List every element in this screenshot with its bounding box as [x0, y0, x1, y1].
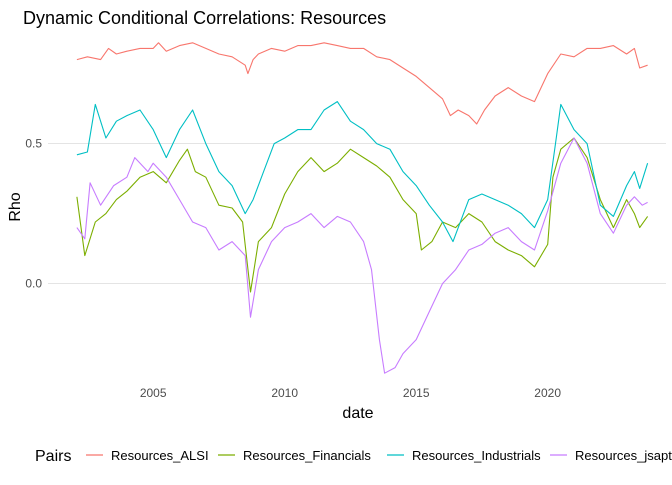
legend-title: Pairs	[35, 448, 71, 465]
axis-layer: 0.0 0.5 2005 2010 2015 2020	[25, 137, 561, 400]
series-line-resources-alsi	[76, 42, 648, 125]
x-tick-label: 2010	[271, 386, 298, 400]
x-tick-label: 2005	[140, 386, 167, 400]
y-axis-label: Rho	[7, 192, 24, 221]
y-tick-label: 0.5	[25, 137, 42, 151]
series-line-resources-industrials	[76, 101, 649, 243]
chart-title: Dynamic Conditional Correlations: Resour…	[23, 8, 386, 28]
grid-layer	[48, 143, 666, 285]
legend: Pairs Resources_ALSI Resources_Financials…	[35, 448, 672, 465]
series-layer	[76, 42, 649, 374]
series-line-resources-jsapty	[76, 137, 648, 374]
x-axis-label: date	[342, 405, 373, 422]
x-tick-label: 2015	[403, 386, 430, 400]
legend-label: Resources_Financials	[243, 448, 371, 463]
x-tick-label: 2020	[534, 386, 561, 400]
legend-label: Resources_jsapty	[575, 448, 672, 463]
legend-label: Resources_ALSI	[111, 448, 209, 463]
y-tick-label: 0.0	[25, 277, 42, 291]
series-line-resources-financials	[76, 137, 649, 293]
legend-label: Resources_Industrials	[412, 448, 541, 463]
